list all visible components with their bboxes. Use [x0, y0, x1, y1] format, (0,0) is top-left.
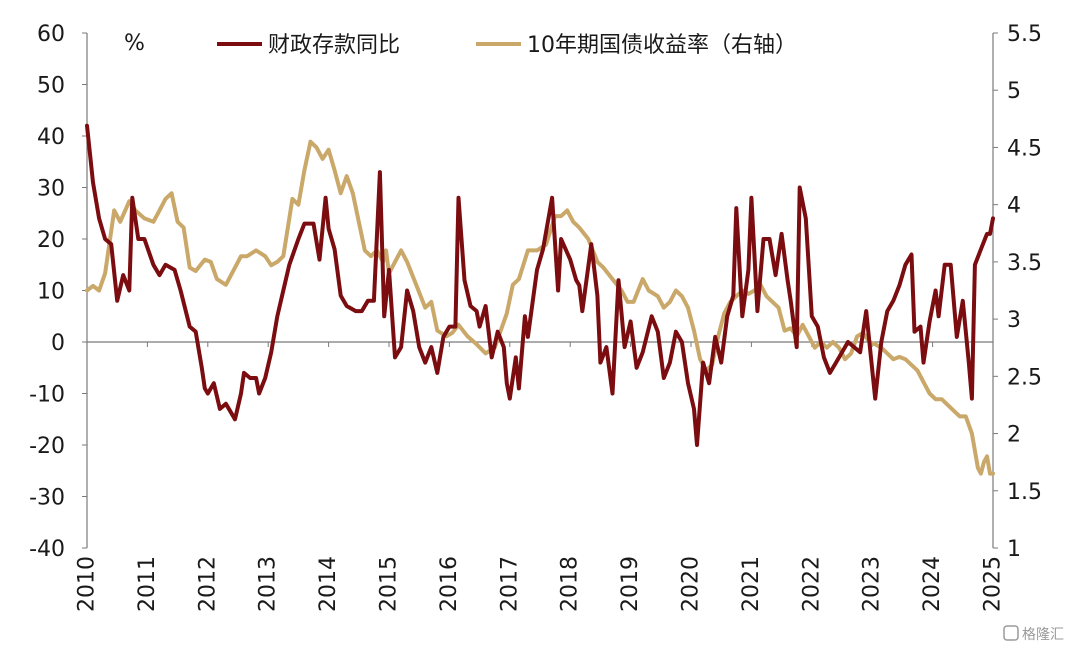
right-tick-label: 5 — [1007, 79, 1021, 104]
right-tick-label: 5.5 — [1007, 22, 1042, 47]
right-tick-label: 1.5 — [1007, 480, 1042, 505]
unit-label: % — [124, 31, 145, 56]
right-tick-label: 4 — [1007, 194, 1021, 219]
right-tick-label: 3 — [1007, 308, 1021, 333]
watermark-logo-icon — [1003, 625, 1019, 641]
watermark-text: 格隆汇 — [1022, 627, 1064, 643]
left-tick-label: -20 — [29, 434, 65, 459]
left-tick-label: 0 — [51, 331, 65, 356]
left-tick-label: 10 — [37, 280, 65, 305]
x-tick-label: 2020 — [679, 556, 704, 612]
x-tick-label: 2018 — [558, 556, 583, 612]
x-tick-label: 2016 — [437, 556, 462, 612]
right-y-axis: 5.5 5 4.5 4 3.5 3 2.5 2 1.5 1 — [992, 22, 1042, 562]
right-tick-label: 2 — [1007, 423, 1021, 448]
left-y-axis: 60 50 40 30 20 10 0 -10 -20 -30 -40 — [29, 22, 88, 562]
x-tick-label: 2023 — [860, 556, 885, 612]
x-tick-label: 2025 — [981, 556, 1006, 612]
x-tick-label: 2021 — [739, 556, 764, 612]
legend-label-fiscal-deposits: 财政存款同比 — [268, 33, 400, 58]
right-tick-label: 4.5 — [1007, 136, 1042, 161]
left-tick-label: -40 — [29, 537, 65, 562]
x-tick-label: 2012 — [195, 556, 220, 612]
x-axis: 2010 2011 2012 2013 2014 2015 2016 2017 2018 2019… — [75, 341, 1006, 612]
series-line-fiscal-deposits — [85, 123, 995, 447]
x-tick-label: 2010 — [75, 556, 100, 612]
left-tick-label: 20 — [37, 228, 65, 253]
left-tick-label: -10 — [29, 383, 65, 408]
left-tick-label: 50 — [37, 74, 65, 99]
x-tick-label: 2024 — [920, 556, 945, 612]
legend: 财政存款同比 10年期国债收益率（右轴） — [217, 33, 797, 58]
right-tick-label: 2.5 — [1007, 365, 1042, 390]
legend-label-bond-yield: 10年期国债收益率（右轴） — [527, 33, 797, 58]
x-tick-label: 2015 — [377, 556, 402, 612]
watermark: 格隆汇 — [1003, 625, 1064, 643]
x-tick-label: 2011 — [135, 556, 160, 612]
x-tick-label: 2017 — [497, 556, 522, 612]
left-tick-label: 30 — [37, 177, 65, 202]
x-tick-label: 2013 — [256, 556, 281, 612]
x-tick-label: 2019 — [618, 556, 643, 612]
x-tick-label: 2022 — [799, 556, 824, 612]
right-tick-label: 1 — [1007, 537, 1021, 562]
left-tick-label: -30 — [29, 486, 65, 511]
x-tick-label: 2014 — [316, 556, 341, 612]
left-tick-label: 40 — [37, 125, 65, 150]
right-tick-label: 3.5 — [1007, 251, 1042, 276]
left-tick-label: 60 — [37, 22, 65, 47]
series-layer — [85, 123, 995, 476]
series-line-bond-yield — [85, 139, 995, 476]
